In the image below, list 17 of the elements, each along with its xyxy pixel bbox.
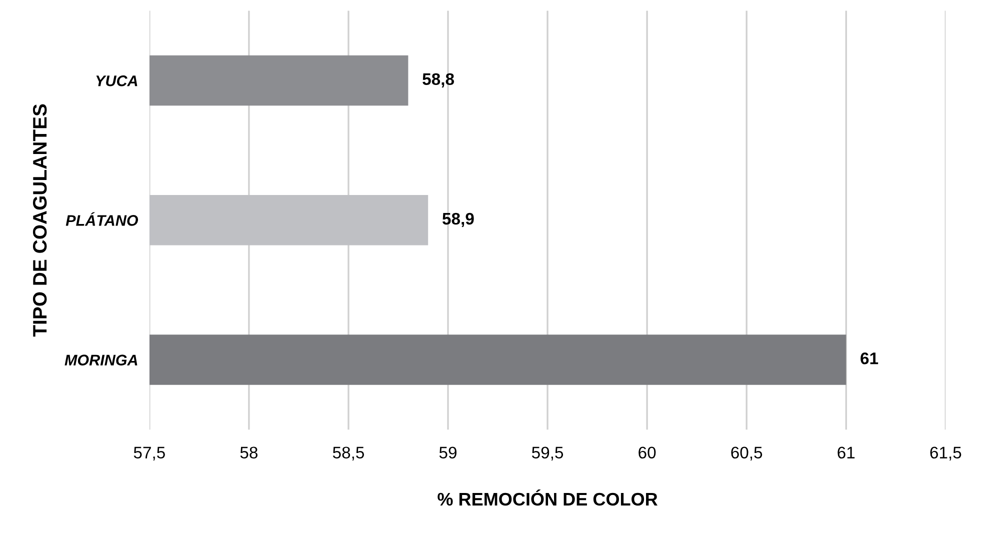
x-tick-label: 61 xyxy=(838,446,855,459)
x-tick-label: 59 xyxy=(439,446,456,459)
x-tick-label: 57,5 xyxy=(134,446,165,460)
x-tick-label: 58 xyxy=(240,446,258,459)
x-tick-label: 61,5 xyxy=(930,446,962,460)
data-label: 58,9 xyxy=(442,212,474,228)
y-axis-title: TIPO DE COAGULANTES xyxy=(32,104,47,337)
y-tick-label: PLÁTANO xyxy=(66,212,138,226)
y-tick-label: YUCA xyxy=(96,75,138,86)
x-tick-label: 59,5 xyxy=(532,446,564,460)
x-axis-title: % REMOCIÓN DE COLOR xyxy=(438,489,658,506)
data-label: 61 xyxy=(860,352,878,364)
x-tick-label: 60 xyxy=(638,446,656,459)
x-tick-label: 60,5 xyxy=(731,446,762,460)
data-label: 58,8 xyxy=(422,73,454,88)
x-tick-label: 58,5 xyxy=(332,446,364,460)
y-tick-label: MORINGA xyxy=(64,354,138,366)
